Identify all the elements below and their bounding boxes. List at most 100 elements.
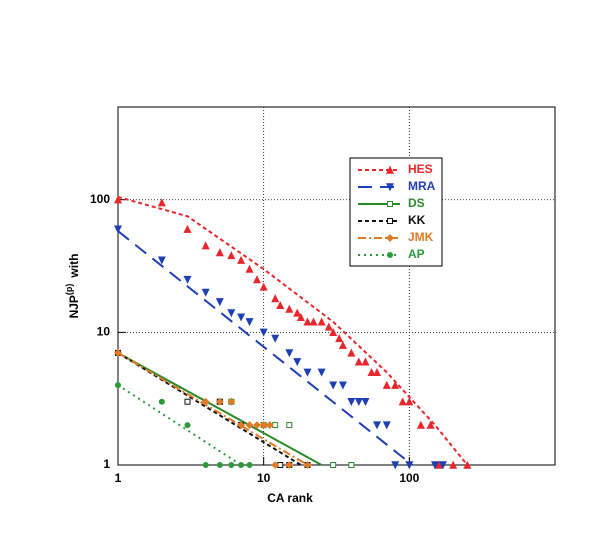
x-tick-label: 10 bbox=[257, 471, 271, 485]
y-tick-label: 100 bbox=[90, 192, 110, 206]
marker bbox=[259, 328, 268, 337]
marker bbox=[391, 380, 400, 389]
marker bbox=[183, 275, 192, 284]
legend-label: HES bbox=[408, 162, 433, 176]
y-axis-title: NJP(p) with bbox=[64, 254, 81, 319]
fit-line bbox=[117, 352, 323, 466]
legend-marker bbox=[387, 218, 393, 224]
marker bbox=[382, 380, 391, 389]
marker bbox=[398, 397, 407, 406]
marker bbox=[115, 382, 121, 389]
marker bbox=[373, 367, 382, 376]
marker bbox=[338, 381, 347, 390]
marker bbox=[296, 312, 305, 321]
marker bbox=[361, 357, 370, 366]
marker bbox=[259, 282, 268, 291]
marker bbox=[347, 348, 356, 357]
marker bbox=[449, 460, 458, 469]
marker bbox=[348, 462, 355, 468]
marker bbox=[367, 367, 376, 376]
marker bbox=[303, 368, 312, 377]
marker bbox=[157, 198, 166, 207]
marker bbox=[271, 334, 280, 343]
marker bbox=[361, 398, 370, 407]
legend-marker bbox=[386, 234, 394, 242]
marker bbox=[324, 322, 333, 331]
marker bbox=[184, 422, 191, 429]
legend-label: AP bbox=[408, 247, 425, 261]
marker bbox=[183, 224, 192, 233]
marker bbox=[271, 294, 280, 303]
legend-label: JMK bbox=[408, 230, 434, 244]
x-axis-title: CA rank bbox=[267, 491, 313, 505]
marker bbox=[271, 461, 280, 469]
marker bbox=[245, 264, 254, 273]
marker bbox=[265, 421, 274, 429]
legend-label: KK bbox=[408, 213, 426, 227]
marker bbox=[227, 397, 236, 406]
marker bbox=[329, 381, 338, 390]
marker bbox=[382, 421, 391, 430]
x-tick-label: 1 bbox=[115, 471, 122, 485]
marker bbox=[317, 368, 326, 377]
marker bbox=[285, 461, 294, 469]
y-axis-title-suffix: with bbox=[67, 254, 81, 279]
y-tick-label: 1 bbox=[103, 457, 110, 471]
marker bbox=[215, 298, 224, 307]
marker bbox=[430, 461, 439, 470]
y-axis-title-sup: (p) bbox=[64, 284, 74, 296]
marker bbox=[245, 318, 254, 327]
fit-line bbox=[117, 352, 309, 466]
marker bbox=[114, 348, 122, 357]
marker bbox=[435, 460, 444, 469]
marker bbox=[338, 340, 347, 349]
marker bbox=[215, 397, 224, 406]
legend-marker bbox=[387, 252, 393, 258]
legend-label: DS bbox=[408, 196, 425, 210]
marker bbox=[347, 398, 356, 407]
marker bbox=[237, 421, 246, 429]
marker bbox=[309, 317, 318, 326]
marker bbox=[158, 398, 165, 405]
marker bbox=[405, 397, 414, 406]
y-tick-label: 10 bbox=[97, 325, 111, 339]
marker bbox=[391, 461, 400, 470]
marker bbox=[237, 313, 246, 322]
marker bbox=[293, 308, 302, 317]
legend-box bbox=[349, 157, 443, 267]
legend-marker bbox=[385, 183, 395, 192]
marker bbox=[228, 462, 235, 468]
y-axis-title-main: NJP bbox=[67, 295, 81, 318]
marker bbox=[286, 422, 293, 429]
marker bbox=[438, 461, 447, 470]
marker bbox=[285, 304, 294, 313]
marker bbox=[157, 256, 166, 265]
marker bbox=[426, 420, 435, 429]
marker bbox=[330, 462, 337, 468]
fit-line bbox=[117, 230, 414, 466]
marker bbox=[293, 358, 302, 367]
marker bbox=[113, 195, 123, 204]
marker bbox=[216, 462, 223, 468]
marker bbox=[201, 288, 210, 297]
marker bbox=[253, 421, 261, 429]
marker bbox=[354, 357, 363, 366]
marker bbox=[317, 317, 326, 326]
marker bbox=[463, 460, 472, 469]
marker bbox=[354, 398, 363, 407]
marker bbox=[238, 462, 245, 468]
legend-marker bbox=[387, 201, 393, 207]
marker bbox=[227, 309, 236, 318]
marker bbox=[245, 421, 254, 429]
marker bbox=[259, 421, 268, 429]
marker bbox=[246, 462, 253, 468]
marker bbox=[215, 248, 224, 257]
marker bbox=[202, 462, 209, 468]
plot-frame bbox=[117, 106, 556, 466]
marker bbox=[303, 317, 312, 326]
marker bbox=[184, 398, 191, 405]
x-tick-label: 100 bbox=[399, 471, 419, 485]
legend-marker bbox=[385, 165, 395, 174]
marker bbox=[329, 328, 338, 337]
